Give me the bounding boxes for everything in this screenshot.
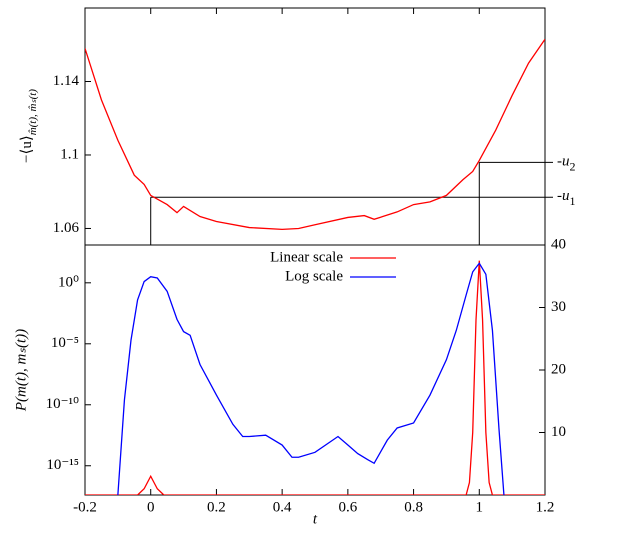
y-tick-label: 10⁰ <box>58 274 79 290</box>
x-tick-label: 1.2 <box>536 499 555 515</box>
energy-line <box>85 38 545 231</box>
series-line <box>85 260 545 495</box>
ylabel-sub: m̂(t), m̂ₛ(t) <box>27 89 39 136</box>
u-label-sub: 1 <box>570 194 576 208</box>
y2-tick-label: 20 <box>551 361 566 377</box>
y2-tick-label: 30 <box>551 299 566 315</box>
x-tick-label: 1 <box>476 499 484 515</box>
y-tick-label: 10⁻¹⁵ <box>46 457 79 473</box>
bottom-y-label: P(m(t), mₛ(t)) <box>13 329 29 412</box>
y2-tick-label: 40 <box>551 236 566 252</box>
u-label-main: -u <box>557 154 570 170</box>
u-label: -u1 <box>557 189 576 208</box>
y-tick-label: 10⁻¹⁰ <box>46 396 79 412</box>
y2-tick-label: 10 <box>551 424 566 440</box>
u-label: -u2 <box>557 154 576 173</box>
x-tick-label: 0.8 <box>404 499 423 515</box>
x-tick-label: 0 <box>147 499 155 515</box>
legend-label: Linear scale <box>270 249 343 265</box>
x-label: t <box>313 511 318 527</box>
x-tick-label: -0.2 <box>73 499 97 515</box>
top-frame <box>84 7 546 246</box>
y-tick-label: 1.14 <box>53 73 80 89</box>
legend-label: Log scale <box>285 268 343 284</box>
y-tick-label: 1.1 <box>60 146 79 162</box>
x-tick-label: 0.6 <box>338 499 357 515</box>
u-label-main: -u <box>557 189 570 205</box>
y-tick-label: 10⁻⁵ <box>51 335 79 351</box>
u-label-sub: 2 <box>570 159 576 173</box>
top-y-label: −⟨u⟩m̂(t), m̂ₛ(t) <box>19 89 38 163</box>
x-tick-label: 0.2 <box>207 499 226 515</box>
y-tick-label: 1.06 <box>53 220 80 236</box>
ylabel-main: −⟨u⟩ <box>19 135 35 163</box>
x-tick-label: 0.4 <box>273 499 292 515</box>
series-line <box>117 262 505 495</box>
